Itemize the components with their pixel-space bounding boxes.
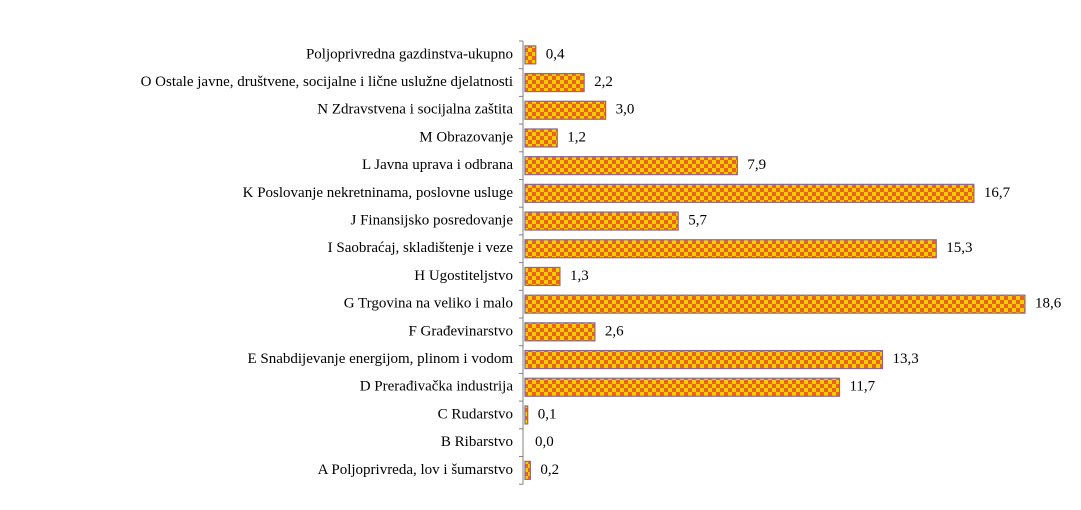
y-tick-label: N Zdravstvena i socijalna zaštita [317, 102, 513, 118]
bar [524, 211, 679, 231]
y-tick-label: A Poljoprivreda, lov i šumarstvo [318, 462, 513, 478]
value-label: 2,2 [594, 74, 613, 90]
value-label: 0,2 [540, 462, 559, 478]
value-label: 0,0 [535, 434, 554, 450]
bar [524, 322, 596, 342]
bar [524, 349, 884, 370]
bar [524, 377, 841, 397]
y-tick-label: L Javna uprava i odbrana [362, 157, 513, 173]
y-tick-label: Poljoprivredna gazdinstva-ukupno [306, 46, 513, 62]
bar [524, 45, 537, 65]
bar [524, 294, 1026, 314]
y-tick-label: C Rudarstvo [438, 406, 513, 422]
value-label: 13,3 [893, 351, 919, 367]
y-tick-label: H Ugostiteljstvo [414, 268, 513, 284]
value-label: 15,3 [946, 240, 972, 256]
value-label: 3,0 [616, 102, 635, 118]
y-tick-label: K Poslovanje nekretninama, poslovne uslu… [243, 185, 514, 201]
y-tick-label: I Saobraćaj, skladištenje i veze [328, 240, 514, 256]
bar [524, 156, 738, 176]
value-label: 18,6 [1035, 296, 1062, 312]
y-tick-label: O Ostale javne, društvene, socijalne i l… [141, 74, 513, 90]
value-label: 0,4 [546, 46, 565, 62]
value-label: 7,9 [747, 157, 766, 173]
y-tick-label: J Finansijsko posredovanje [351, 212, 514, 228]
bar [524, 405, 529, 425]
value-label: 16,7 [984, 185, 1011, 201]
bar [524, 460, 531, 480]
bar [524, 266, 561, 287]
y-tick-label: G Trgovina na veliko i malo [344, 296, 513, 312]
y-tick-label: D Prerađivačka industrija [360, 379, 514, 395]
bar [524, 72, 585, 93]
value-label: 5,7 [688, 212, 707, 228]
bar [524, 239, 937, 259]
y-tick-label: M Obrazovanje [419, 129, 513, 145]
value-label: 11,7 [849, 379, 875, 395]
y-tick-label: B Ribarstvo [441, 434, 513, 450]
bar [524, 128, 558, 148]
value-label: 1,2 [567, 129, 586, 145]
y-tick-label: F Građevinarstvo [408, 323, 513, 339]
bar [524, 100, 607, 120]
value-label: 2,6 [605, 323, 624, 339]
bar [524, 183, 975, 203]
value-label: 0,1 [538, 406, 557, 422]
value-label: 1,3 [570, 268, 589, 284]
y-tick-label: E Snabdijevanje energijom, plinom i vodo… [247, 351, 513, 367]
